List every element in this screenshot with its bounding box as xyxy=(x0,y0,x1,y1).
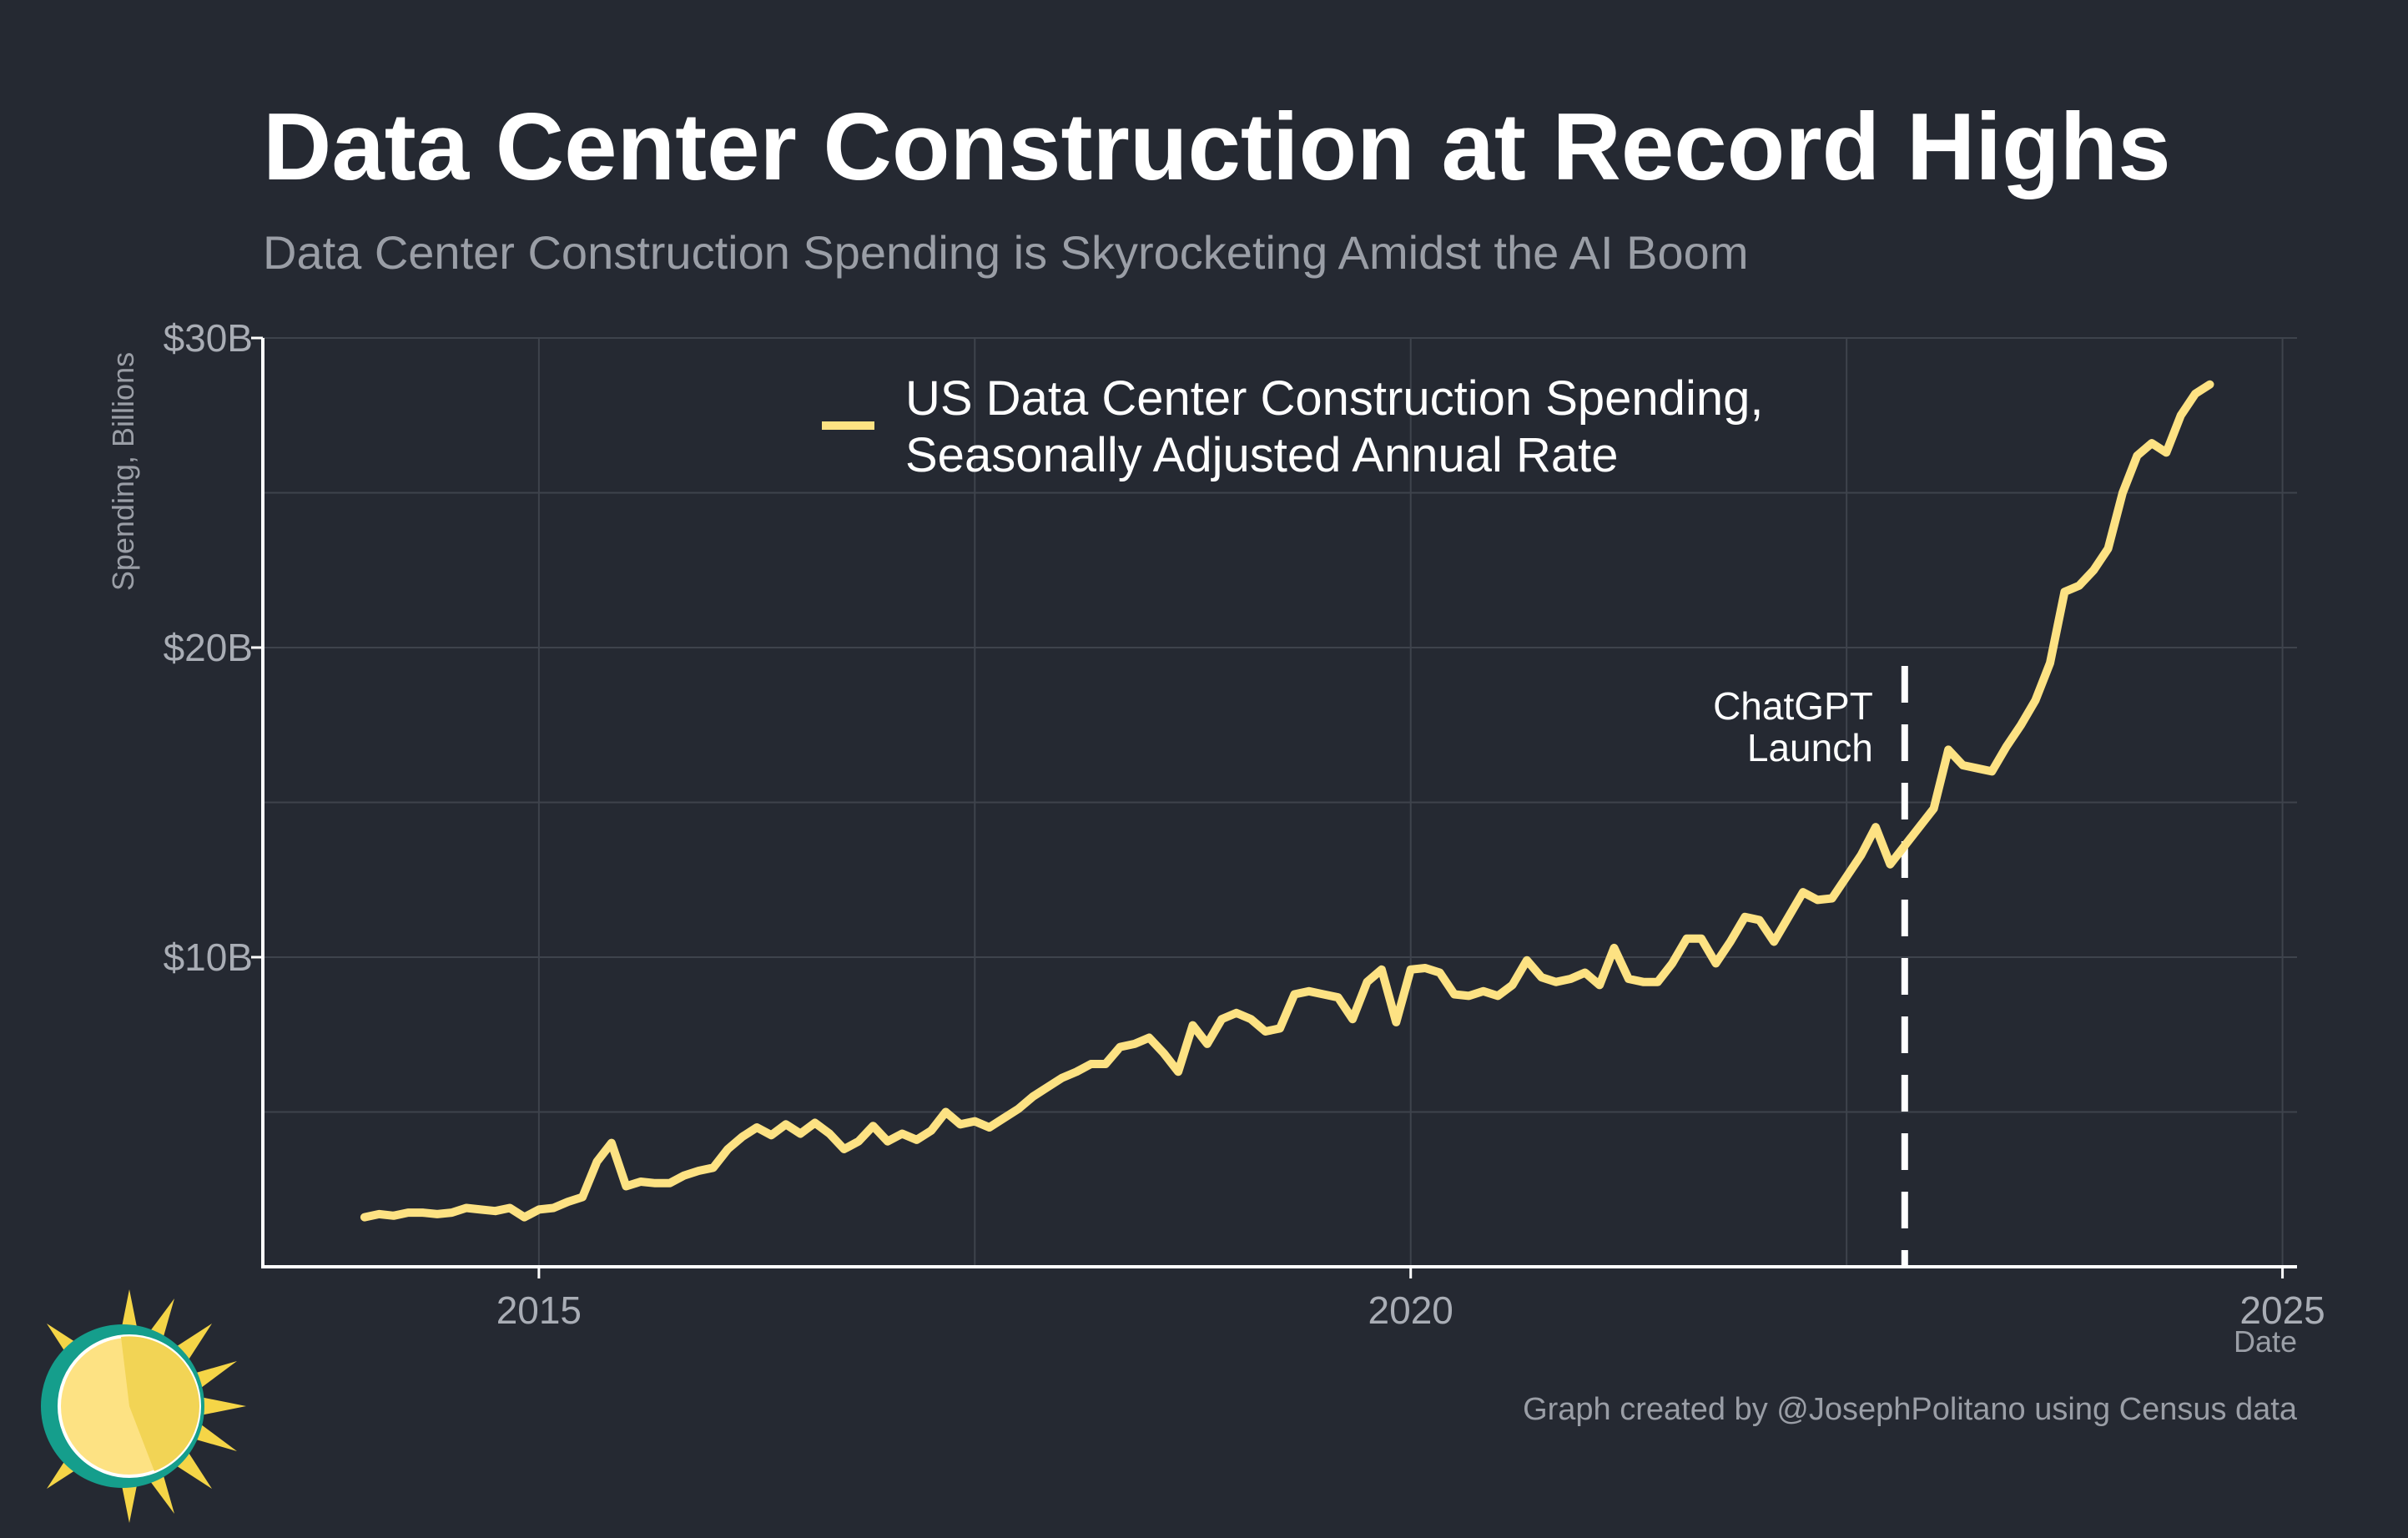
x-tick-label: 2015 xyxy=(496,1288,582,1332)
chart-title: Data Center Construction at Record Highs xyxy=(263,94,2171,200)
legend: US Data Center Construction Spending, Se… xyxy=(822,371,1763,482)
x-axis-ticks: 2015 2020 2025 xyxy=(496,1267,2325,1332)
chart-subtitle: Data Center Construction Spending is Sky… xyxy=(263,226,1748,279)
y-tick-label: $20B xyxy=(164,626,253,669)
legend-label-line2: Seasonally Adjusted Annual Rate xyxy=(905,428,1619,482)
y-tick-label: $10B xyxy=(164,935,253,979)
y-axis-title: Spending, Billions xyxy=(106,352,140,591)
sun-logo-icon xyxy=(41,1289,246,1523)
credit-text: Graph created by @JosephPolitano using C… xyxy=(1523,1392,2298,1427)
legend-label-line1: US Data Center Construction Spending, xyxy=(905,371,1763,426)
chatgpt-launch-label-line1: ChatGPT xyxy=(1713,684,1873,728)
grid-lines xyxy=(263,337,2297,1267)
series-line-data-center-spending xyxy=(360,380,2214,1222)
x-tick-label: 2025 xyxy=(2239,1288,2325,1332)
y-axis-ticks: $10B $20B $30B xyxy=(164,316,263,979)
y-tick-label: $30B xyxy=(164,316,253,360)
x-axis-title: Date xyxy=(2234,1324,2297,1359)
x-tick-label: 2020 xyxy=(1368,1288,1453,1332)
chatgpt-launch-label-line2: Launch xyxy=(1747,726,1873,769)
